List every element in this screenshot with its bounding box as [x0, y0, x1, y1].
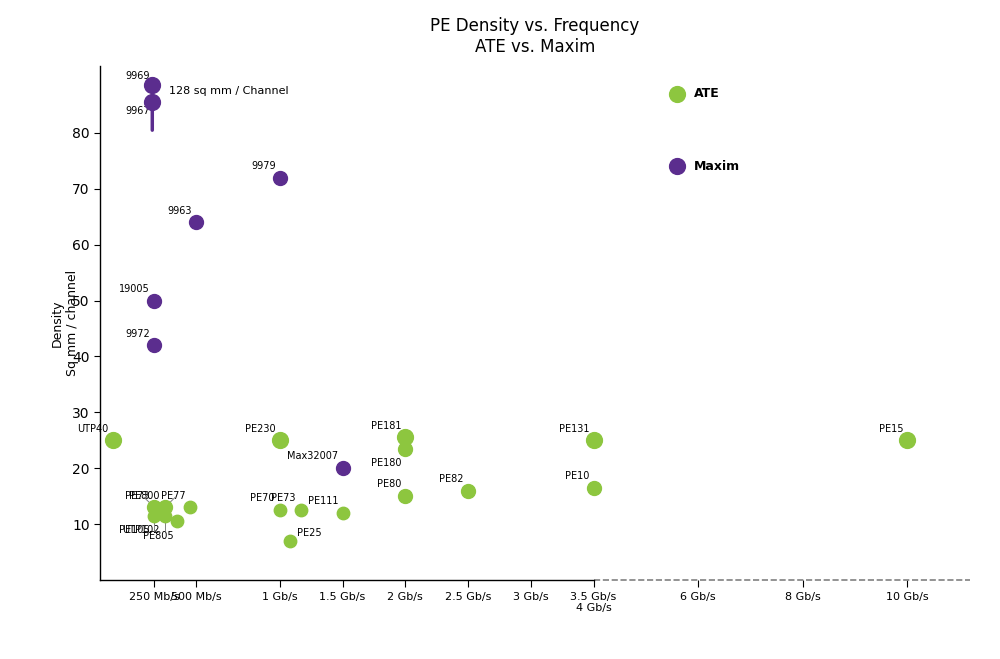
Text: PE70: PE70 [250, 494, 275, 503]
Point [669, 88, 685, 99]
Text: PE111: PE111 [308, 496, 338, 506]
Point [272, 435, 288, 445]
Text: PE805: PE805 [143, 530, 173, 541]
Point [899, 435, 915, 445]
Point [146, 510, 162, 521]
Point [188, 217, 204, 227]
Text: PE105: PE105 [119, 525, 149, 535]
Text: PE10: PE10 [565, 471, 589, 481]
Text: 9972: 9972 [125, 329, 150, 339]
Point [586, 482, 602, 493]
Text: PE77: PE77 [161, 490, 186, 501]
Point [460, 485, 476, 496]
Point [144, 80, 160, 91]
Point [335, 463, 351, 473]
Point [105, 435, 121, 445]
Point [146, 295, 162, 306]
Text: Max32007: Max32007 [287, 451, 338, 461]
Point [144, 97, 160, 107]
Text: UTP40: UTP40 [77, 424, 108, 434]
Text: PE181: PE181 [371, 420, 401, 431]
Point [146, 502, 162, 513]
Text: PE230: PE230 [245, 424, 276, 434]
Text: PE15: PE15 [879, 424, 903, 434]
Text: PE80: PE80 [377, 479, 401, 490]
Text: 19005: 19005 [119, 284, 150, 294]
Point [397, 432, 413, 443]
Text: ATE: ATE [694, 88, 720, 100]
Point [282, 536, 298, 546]
Point [169, 516, 185, 527]
Text: PE82: PE82 [439, 474, 464, 484]
Text: PE800: PE800 [129, 490, 160, 501]
Point [272, 173, 288, 183]
Text: 9967: 9967 [126, 106, 150, 116]
Point [397, 491, 413, 501]
Text: PE131: PE131 [559, 424, 589, 434]
Text: 9963: 9963 [168, 206, 192, 215]
Point [586, 435, 602, 445]
Text: PE73: PE73 [271, 494, 296, 503]
Title: PE Density vs. Frequency
ATE vs. Maxim: PE Density vs. Frequency ATE vs. Maxim [430, 17, 640, 56]
Point [182, 502, 198, 513]
Point [146, 340, 162, 351]
Point [272, 505, 288, 515]
Point [335, 507, 351, 518]
Point [397, 444, 413, 454]
Text: PE25: PE25 [297, 528, 321, 538]
Text: 9969: 9969 [126, 71, 150, 81]
Text: PE180: PE180 [371, 458, 401, 468]
Point [293, 505, 309, 515]
Text: PE73: PE73 [125, 490, 149, 501]
Text: UTP102: UTP102 [122, 525, 160, 535]
Point [669, 161, 685, 172]
Text: Maxim: Maxim [694, 160, 740, 173]
Point [157, 502, 173, 513]
Point [157, 510, 173, 521]
Text: 128 sq mm / Channel: 128 sq mm / Channel [169, 86, 289, 96]
Y-axis label: Density
Sq mm / channel: Density Sq mm / channel [51, 270, 79, 376]
Text: 9979: 9979 [251, 161, 276, 171]
